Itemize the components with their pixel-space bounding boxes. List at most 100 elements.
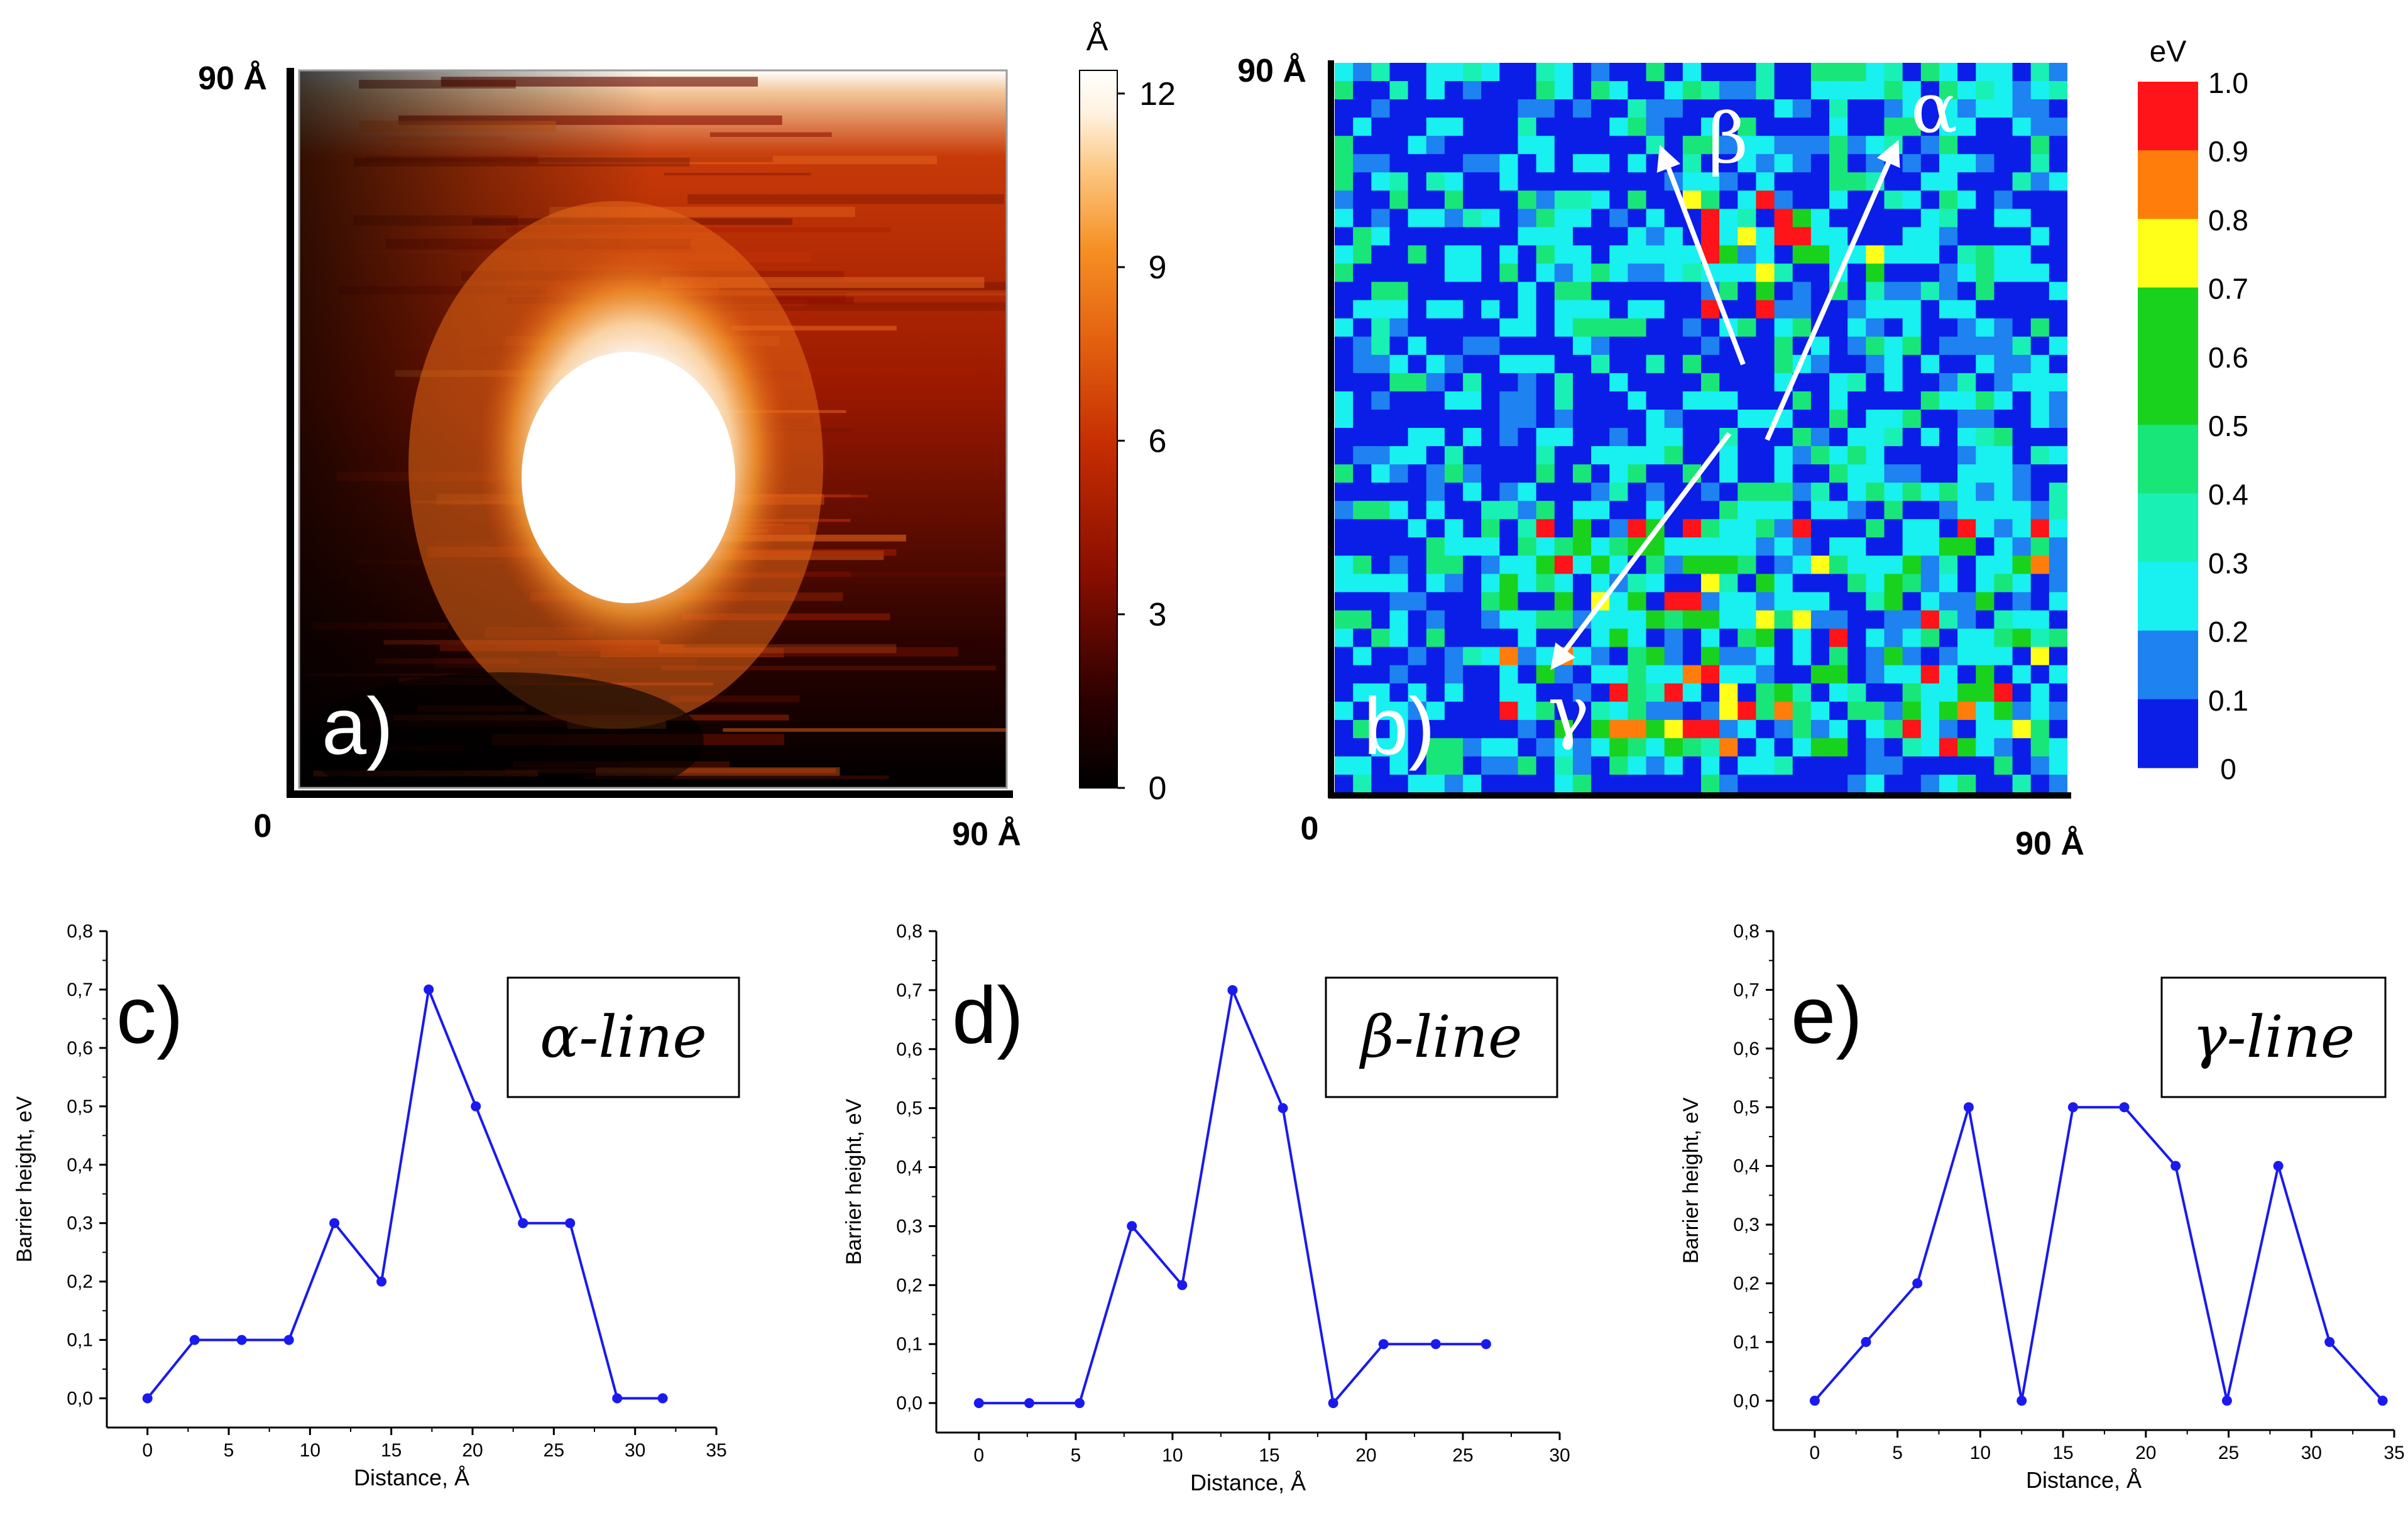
barrier-pixel (1408, 154, 1427, 173)
barrier-pixel (1756, 592, 1775, 611)
barrier-pixel (2049, 683, 2067, 702)
barrier-pixel (1792, 701, 1812, 721)
barrier-pixel (1902, 336, 1922, 356)
data-point (2221, 1395, 2232, 1406)
y-tick-label: 0,2 (896, 1275, 922, 1296)
barrier-pixel (1426, 774, 1445, 793)
barrier-pixel (1518, 391, 1537, 410)
barrier-pixel (1481, 227, 1500, 246)
barrier-pixel (1884, 501, 1903, 520)
barrier-pixel (1389, 683, 1409, 702)
barrier-pixel (1810, 99, 1830, 118)
barrier-pixel (1481, 409, 1500, 429)
barrier-pixel (1572, 483, 1592, 501)
barrier-pixel (2012, 574, 2032, 593)
barrier-pixel (1884, 756, 1903, 775)
barrier-pixel (1884, 117, 1903, 136)
barrier-pixel (1719, 647, 1738, 666)
barrier-pixel (1518, 209, 1537, 228)
barrier-pixel (1463, 391, 1482, 410)
barrier-pixel (1554, 117, 1573, 136)
barrier-pixel (2049, 81, 2067, 100)
barrier-pixel (1536, 592, 1555, 611)
panel-letter: e) (1791, 971, 1863, 1061)
barrier-pixel (1957, 628, 1976, 648)
barrier-pixel (1628, 209, 1647, 228)
barrier-pixel (1774, 610, 1793, 630)
barrier-pixel (1591, 574, 1610, 593)
y-tick-label: 0,1 (67, 1330, 93, 1351)
barrier-pixel (1389, 336, 1409, 356)
barrier-pixel (1554, 574, 1573, 593)
barrier-pixel (1371, 628, 1391, 648)
barrier-pixel (1829, 117, 1848, 136)
barrier-pixel (1536, 245, 1555, 265)
barrier-pixel (2030, 99, 2050, 118)
barrier-pixel (1408, 300, 1427, 319)
barrier-pixel (1719, 227, 1738, 246)
barrier-pixel (1444, 391, 1464, 410)
barrier-pixel (1353, 464, 1372, 483)
barrier-pixel (1591, 628, 1610, 648)
barrier-pixel (1756, 719, 1775, 739)
barrier-pixel (1646, 738, 1665, 757)
barrier-pixel (1939, 464, 1958, 483)
barrier-pixel (1847, 391, 1866, 410)
barrier-pixel (1499, 446, 1519, 465)
barrier-pixel (1664, 336, 1683, 356)
barrier-pixel (2049, 318, 2067, 337)
barrier-pixel (1920, 136, 1940, 155)
barrier-pixel (1774, 263, 1793, 283)
barrier-pixel (1902, 172, 1922, 191)
barrier-pixel (1499, 99, 1519, 118)
colorbar-b-tick-label: 0.3 (2208, 547, 2248, 579)
barrier-pixel (1646, 555, 1665, 574)
y-tick-label: 0,0 (896, 1393, 922, 1414)
barrier-pixel (1884, 647, 1903, 666)
barrier-pixel (2049, 373, 2067, 392)
barrier-pixel (1572, 263, 1592, 283)
barrier-pixel (1719, 281, 1738, 301)
barrier-pixel (1609, 428, 1628, 447)
barrier-pixel (1829, 99, 1848, 118)
barrier-pixel (1591, 336, 1610, 356)
barrier-pixel (1774, 81, 1793, 100)
barrier-pixel (1463, 574, 1482, 593)
barrier-pixel (1481, 63, 1500, 82)
barrier-pixel (1920, 154, 1940, 173)
barrier-pixel (1426, 428, 1445, 447)
barrier-pixel (1646, 683, 1665, 702)
panel-b-barrier-map: 90 Å 90 Å 0 b) α β γ eV 1.00.90.80.70.60… (1237, 35, 2248, 862)
barrier-pixel (1884, 738, 1903, 757)
line-name-label: β-line (1359, 1003, 1523, 1071)
barrier-pixel (1994, 647, 2013, 666)
barrier-pixel (1536, 501, 1555, 520)
barrier-pixel (1572, 190, 1592, 209)
barrier-pixel (1939, 628, 1958, 648)
barrier-pixel (1810, 281, 1830, 301)
barrier-pixel (1884, 63, 1903, 82)
barrier-pixel (1701, 683, 1720, 702)
barrier-pixel (1902, 373, 1922, 392)
barrier-pixel (1499, 354, 1519, 374)
barrier-pixel (1536, 719, 1555, 739)
barrier-pixel (1701, 172, 1720, 191)
barrier-pixel (1389, 190, 1409, 209)
barrier-pixel (1572, 738, 1592, 757)
barrier-pixel (1371, 336, 1391, 356)
barrier-pixel (1920, 464, 1940, 483)
barrier-pixel (1518, 464, 1537, 483)
barrier-pixel (2030, 647, 2050, 666)
barrier-pixel (1920, 501, 1940, 520)
barrier-pixel (1738, 683, 1757, 702)
data-point (1127, 1221, 1137, 1231)
barrier-pixel (1335, 665, 1354, 684)
barrier-pixel (1701, 154, 1720, 173)
line-name-box (2160, 976, 2387, 1098)
barrier-pixel (1591, 117, 1610, 136)
barrier-pixel (1774, 628, 1793, 648)
panel-e-line-chart: 0,00,10,20,30,40,50,60,70,80 5 10 15 20 25 30 3… (1679, 921, 2405, 1493)
barrier-pixel (1389, 537, 1409, 556)
barrier-pixel (1664, 136, 1683, 155)
